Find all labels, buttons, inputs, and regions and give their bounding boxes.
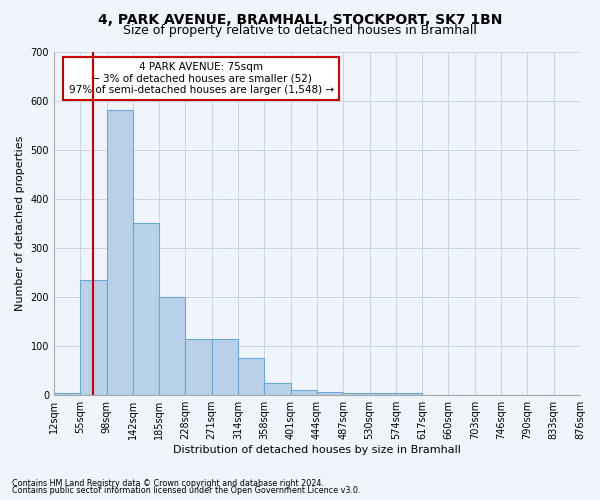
Bar (133, 224, 159, 395)
Bar (212, 338, 238, 395)
Bar (107, 110, 133, 395)
Bar (238, 358, 265, 395)
Bar (370, 393, 396, 395)
Text: Contains HM Land Registry data © Crown copyright and database right 2024.: Contains HM Land Registry data © Crown c… (12, 478, 324, 488)
Bar (396, 393, 422, 395)
X-axis label: Distribution of detached houses by size in Bramhall: Distribution of detached houses by size … (173, 445, 461, 455)
Bar (317, 392, 343, 395)
Bar (185, 338, 212, 395)
Text: 4, PARK AVENUE, BRAMHALL, STOCKPORT, SK7 1BN: 4, PARK AVENUE, BRAMHALL, STOCKPORT, SK7… (98, 12, 502, 26)
Bar (159, 297, 185, 395)
Bar (54, 393, 80, 395)
Bar (343, 393, 370, 395)
Text: Size of property relative to detached houses in Bramhall: Size of property relative to detached ho… (123, 24, 477, 37)
Text: Contains public sector information licensed under the Open Government Licence v3: Contains public sector information licen… (12, 486, 361, 495)
Bar (265, 383, 290, 395)
Bar (290, 390, 317, 395)
Bar (80, 280, 107, 395)
Y-axis label: Number of detached properties: Number of detached properties (15, 136, 25, 311)
Text: 4 PARK AVENUE: 75sqm
← 3% of detached houses are smaller (52)
97% of semi-detach: 4 PARK AVENUE: 75sqm ← 3% of detached ho… (68, 62, 334, 95)
